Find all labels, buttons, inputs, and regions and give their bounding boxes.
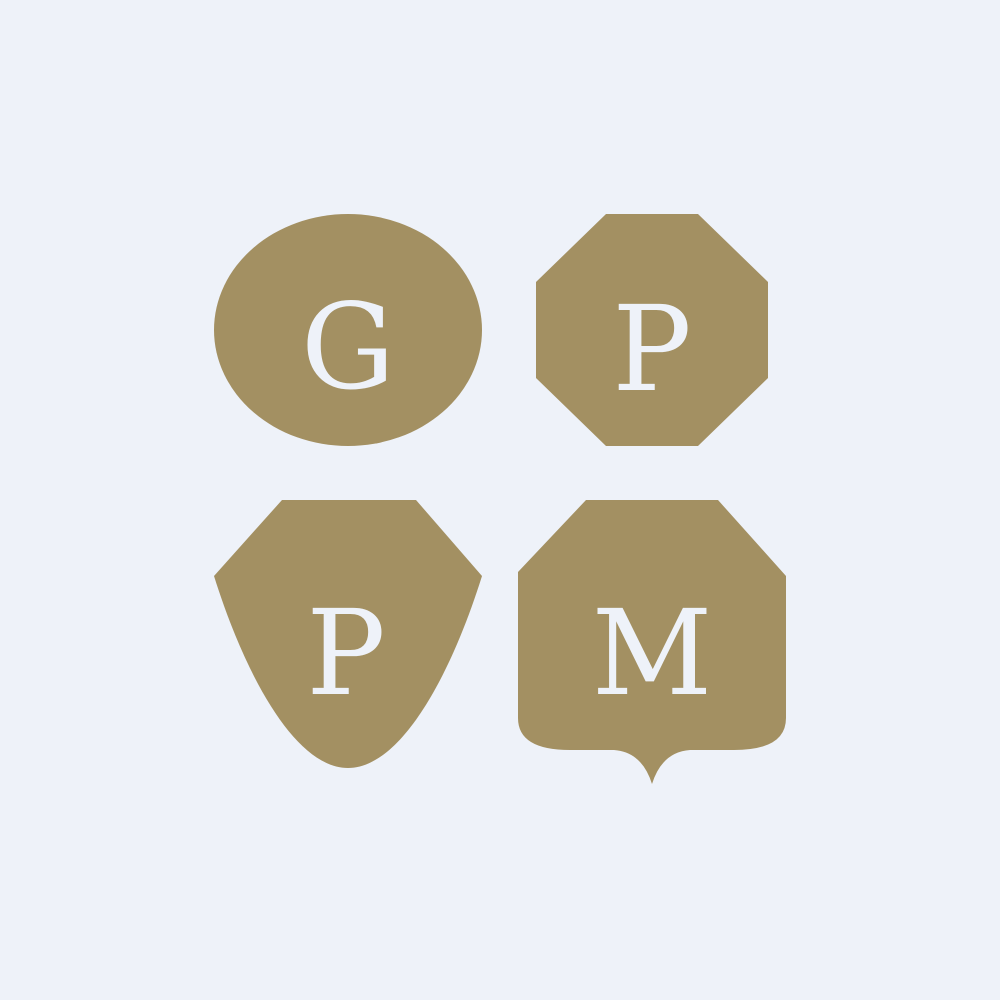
badge-letter-p-bottom: P xyxy=(306,584,385,722)
badge-oval-g: G xyxy=(214,214,482,446)
badge-letter-g: G xyxy=(301,278,395,416)
octagon-badge-shape xyxy=(536,214,768,446)
oval-badge-shape xyxy=(214,214,482,446)
badge-letter-p-top: P xyxy=(612,280,691,418)
bubble-badge-shape xyxy=(518,500,786,784)
badge-shield-p: P xyxy=(214,500,482,768)
badge-bubble-m: M xyxy=(518,500,786,784)
shield-badge-shape xyxy=(214,500,482,768)
badge-letter-m: M xyxy=(592,584,713,722)
badge-octagon-p: P xyxy=(536,214,768,446)
